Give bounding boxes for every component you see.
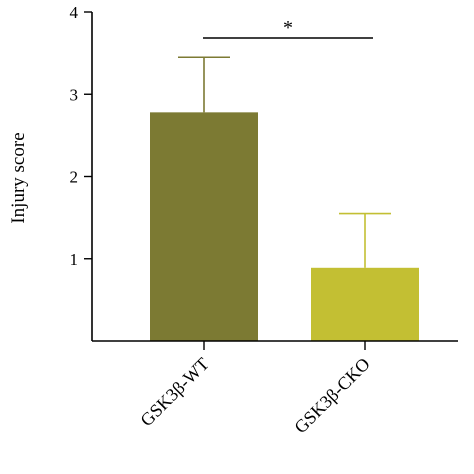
- y-tick-label-1: 1: [70, 250, 79, 269]
- x-category-label-2: GSK3β-CKO: [290, 354, 374, 438]
- bar-2: [311, 267, 419, 341]
- x-category-label-1: GSK3β-WT: [136, 354, 212, 430]
- plot-area: 1 2 3 4 GSK3β-WT GSK3β-CKO *: [70, 3, 458, 438]
- bar-1: [150, 112, 258, 341]
- y-tick-label-4: 4: [70, 3, 79, 22]
- y-axis-label: Injury score: [8, 132, 29, 223]
- significance-label: *: [283, 17, 293, 39]
- y-tick-label-2: 2: [70, 168, 79, 187]
- y-tick-label-3: 3: [70, 85, 79, 104]
